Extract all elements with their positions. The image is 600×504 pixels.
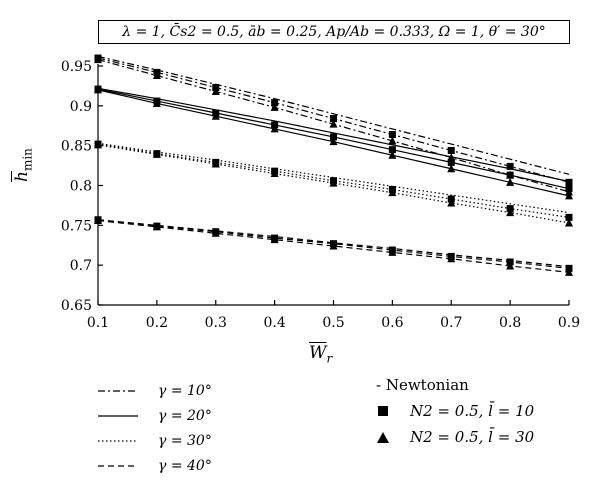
square-marker <box>330 133 337 141</box>
y-tick-label: 0.75 <box>61 218 92 234</box>
triangle-marker <box>565 191 573 200</box>
legend-triangle-label: N2 = 0.5, l̄ = 30 <box>410 428 535 446</box>
triangle-marker <box>270 235 279 244</box>
triangle-marker <box>211 111 220 120</box>
square-marker <box>565 213 573 221</box>
square-marker <box>506 162 514 170</box>
line-style-legend: γ = 10° γ = 20° γ = 30° γ = 40° <box>96 378 212 478</box>
square-marker <box>388 131 396 139</box>
triangle-marker <box>329 119 338 128</box>
square-marker <box>388 146 396 154</box>
series-line-0 <box>97 55 570 175</box>
triangle-marker <box>152 222 161 231</box>
legend-newtonian-label: - Newtonian <box>376 376 469 394</box>
legend-gamma-20-label: γ = 20° <box>158 407 212 424</box>
triangle-marker <box>388 150 397 159</box>
triangle-marker <box>329 137 338 146</box>
triangle-marker <box>211 86 220 95</box>
triangle-marker <box>329 241 338 250</box>
triangle-marker <box>211 159 220 168</box>
triangle-marker <box>94 140 102 149</box>
triangle-marker <box>94 85 102 94</box>
triangle-marker <box>94 216 102 225</box>
triangle-marker <box>447 254 456 263</box>
square-marker <box>565 185 573 193</box>
triangle-marker-icon <box>376 431 390 443</box>
legend-newtonian: - Newtonian <box>376 372 534 398</box>
series-line-3 <box>97 87 570 183</box>
legend-gamma-40: γ = 40° <box>96 453 212 478</box>
square-marker <box>565 178 573 186</box>
series-line-7 <box>97 143 570 218</box>
x-axis-label: Wr <box>309 343 333 366</box>
triangle-marker <box>565 218 573 227</box>
legend-gamma-40-label: γ = 40° <box>158 457 212 474</box>
triangle-marker <box>506 261 515 270</box>
x-tick-label: 0.1 <box>87 315 109 331</box>
square-marker <box>447 158 455 166</box>
triangle-marker <box>329 178 338 187</box>
legend-square: N2 = 0.5, l̄ = 10 <box>376 398 534 424</box>
legend-gamma-10: γ = 10° <box>96 378 212 403</box>
y-tick-label: 0.85 <box>61 139 92 155</box>
y-tick-label: 0.65 <box>61 298 92 314</box>
square-marker-icon <box>376 406 390 416</box>
series-line-9 <box>97 219 570 268</box>
triangle-marker <box>152 98 161 107</box>
square-marker <box>506 171 514 179</box>
y-tick-label: 0.95 <box>61 59 92 75</box>
x-tick-label: 0.8 <box>499 315 521 331</box>
x-tick-label: 0.5 <box>322 315 344 331</box>
series-line-6 <box>97 142 570 214</box>
triangle-marker <box>270 102 279 111</box>
legend-square-label: N2 = 0.5, l̄ = 10 <box>410 402 535 420</box>
triangle-marker <box>270 124 279 133</box>
y-axis-label: hmin <box>12 148 35 182</box>
triangle-marker <box>447 164 456 173</box>
x-tick-label: 0.9 <box>558 315 580 331</box>
series-line-10 <box>97 219 570 269</box>
x-tick-label: 0.2 <box>146 315 168 331</box>
legend-gamma-30-label: γ = 30° <box>158 432 212 449</box>
square-marker <box>447 146 455 154</box>
square-marker <box>330 115 337 123</box>
triangle-marker <box>270 169 279 178</box>
x-tick-label: 0.4 <box>263 315 285 331</box>
x-tick-label: 0.6 <box>381 315 403 331</box>
triangle-marker <box>152 149 161 158</box>
legend-gamma-30: γ = 30° <box>96 428 212 453</box>
triangle-marker <box>211 228 220 237</box>
parameter-text: λ = 1, C̄s2 = 0.5, āb = 0.25, Ap/Ab = 0.… <box>122 24 546 40</box>
triangle-marker <box>565 267 573 276</box>
triangle-marker <box>152 71 161 80</box>
triangle-marker <box>388 136 397 145</box>
triangle-marker <box>447 198 456 207</box>
triangle-marker <box>506 177 515 186</box>
y-tick-label: 0.8 <box>70 179 92 195</box>
legend-gamma-10-label: γ = 10° <box>158 382 212 399</box>
y-tick-label: 0.9 <box>70 99 92 115</box>
triangle-marker <box>506 208 515 217</box>
model-legend: - Newtonian N2 = 0.5, l̄ = 10 N2 = 0.5, … <box>376 372 534 450</box>
parameter-box: λ = 1, C̄s2 = 0.5, āb = 0.25, Ap/Ab = 0.… <box>98 20 570 44</box>
triangle-marker <box>388 247 397 256</box>
series-line-11 <box>97 219 570 273</box>
x-tick-label: 0.7 <box>440 315 462 331</box>
triangle-marker <box>388 188 397 197</box>
legend-triangle: N2 = 0.5, l̄ = 30 <box>376 424 534 450</box>
y-tick-label: 0.7 <box>70 258 92 274</box>
legend-gamma-20: γ = 20° <box>96 403 212 428</box>
square-marker <box>271 99 279 107</box>
triangle-marker <box>94 55 102 64</box>
x-tick-label: 0.3 <box>205 315 227 331</box>
